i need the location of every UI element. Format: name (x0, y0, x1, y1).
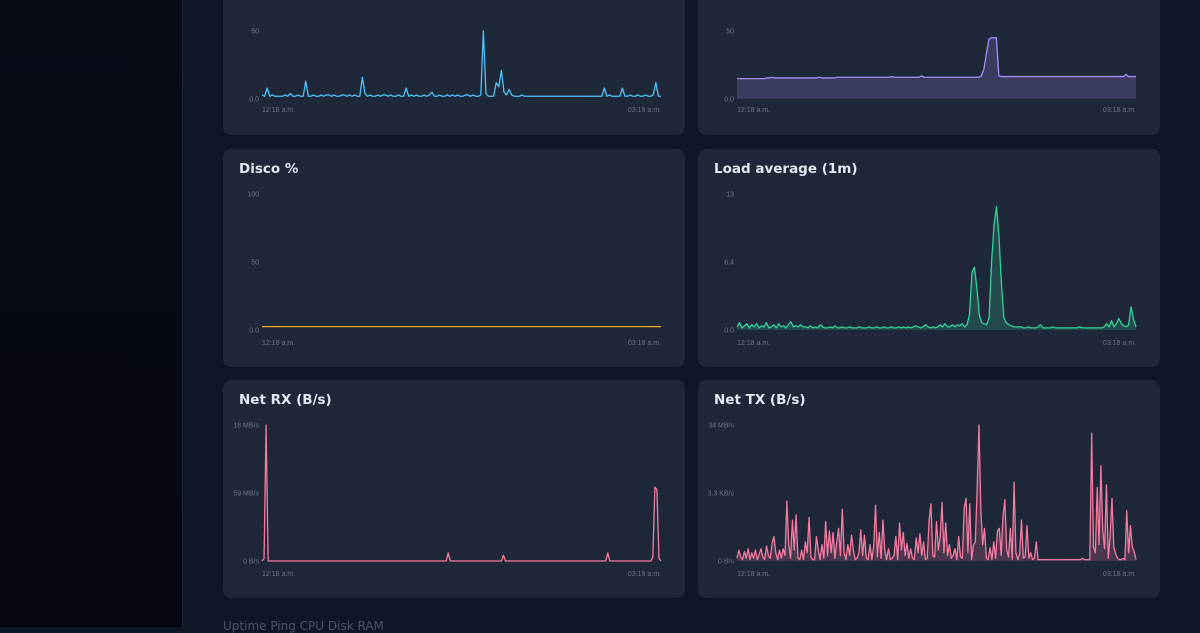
x-tick-label: 03:18 a.m. (1103, 571, 1136, 578)
series-area (737, 37, 1136, 99)
x-tick-label: 12:18 a.m. (737, 340, 770, 347)
y-tick-label: 0.0 (724, 328, 734, 335)
y-tick-label: 34 MB/s (708, 423, 734, 430)
memory-chart: 50 0.012:18 a.m. 03:18 a.m. (724, 29, 1136, 115)
y-tick-label: 18 MB/s (233, 423, 259, 430)
net-rx-chart: 18 MB/s 59 MB/s 0 B/s12:18 a.m. 03:18 a.m. (233, 423, 662, 578)
x-tick-label: 12:18 a.m. (262, 107, 295, 114)
x-tick-label: 03:18 a.m. (628, 107, 661, 114)
series-line (261, 424, 662, 562)
y-tick-label: 0 B/s (718, 559, 734, 566)
disk-chart: 100 50 0.012:18 a.m. 03:18 a.m. (247, 192, 661, 348)
series-line (737, 37, 1136, 80)
y-tick-label: 0.0 (249, 97, 259, 104)
footer-peek-text: Uptime Ping CPU Disk RAM (223, 619, 384, 633)
x-tick-label: 03:18 a.m. (628, 571, 661, 578)
sidebar (0, 0, 183, 627)
y-tick-label: 3.3 KB/s (708, 491, 735, 498)
y-tick-label: 50 (251, 260, 259, 267)
x-tick-label: 03:18 a.m. (1103, 340, 1136, 347)
load-average-chart: 13 6.4 0.012:18 a.m. 03:18 a.m. (724, 192, 1137, 347)
net-rx-card: Net RX (B/s) 18 MB/s 59 MB/s 0 B/s 12:18 a.… (223, 380, 685, 598)
y-tick-label: 13 (726, 192, 734, 199)
y-tick-label: 0 B/s (243, 559, 259, 566)
y-tick-label: 0.0 (724, 97, 734, 104)
y-tick-label: 50 (726, 29, 734, 36)
series-line (736, 205, 1137, 329)
x-tick-label: 03:18 a.m. (1103, 107, 1136, 114)
y-tick-label: 6.4 (724, 260, 734, 267)
card-title: Net TX (B/s) (714, 392, 806, 408)
x-tick-label: 03:18 a.m. (628, 340, 661, 347)
series-line (261, 30, 661, 97)
x-tick-label: 12:18 a.m. (737, 571, 770, 578)
load-average-card: Load average (1m) 13 6.4 0.0 12:18 a.m. 03:1… (698, 149, 1160, 367)
series-area (737, 206, 1136, 330)
series-line (736, 424, 1137, 561)
cpu-chart: 50 0.012:18 a.m. 03:18 a.m. (249, 29, 661, 115)
y-tick-label: 100 (247, 192, 259, 199)
main-content: 50 0.0 12:18 a.m. 03:18 a.m. 50 0.0 12:18 a.m… (183, 0, 1200, 633)
y-tick-label: 59 MB/s (233, 491, 259, 498)
cpu-card: 50 0.0 12:18 a.m. 03:18 a.m. (223, 0, 685, 135)
net-tx-chart: 34 MB/s 3.3 KB/s 0 B/s12:18 a.m. 03:18 a.m. (708, 423, 1137, 578)
net-tx-card: Net TX (B/s) 34 MB/s 3.3 KB/s 0 B/s 12:18 a… (698, 380, 1160, 598)
memory-card: 50 0.0 12:18 a.m. 03:18 a.m. (698, 0, 1160, 135)
x-tick-label: 12:18 a.m. (262, 571, 295, 578)
y-tick-label: 50 (251, 29, 259, 36)
card-title: Load average (1m) (714, 161, 858, 177)
disk-card: Disco % 100 50 0.0 12:18 a.m. 03:18 a.m. (223, 149, 685, 367)
card-title: Disco % (239, 161, 299, 177)
y-tick-label: 0.0 (249, 328, 259, 335)
x-tick-label: 12:18 a.m. (737, 107, 770, 114)
x-tick-label: 12:18 a.m. (262, 340, 295, 347)
card-title: Net RX (B/s) (239, 392, 332, 408)
